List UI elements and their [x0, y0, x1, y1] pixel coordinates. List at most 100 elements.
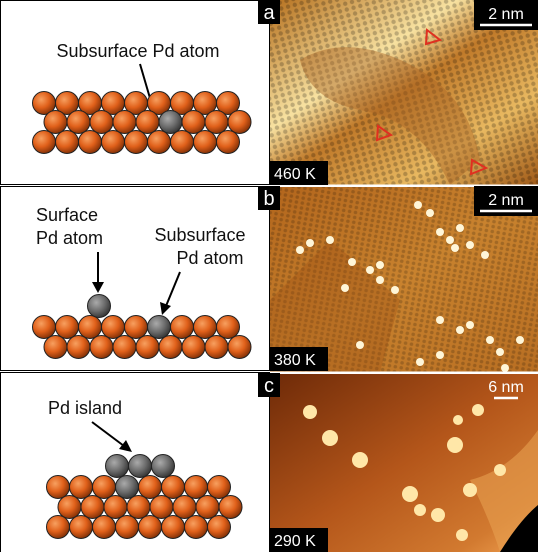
cu-atom [219, 496, 242, 519]
pd-cluster [436, 351, 444, 359]
panel-label: c [264, 375, 274, 397]
cu-atom [33, 131, 56, 154]
scale-bar-label: 6 nm [488, 379, 524, 396]
cu-atom [70, 476, 93, 499]
schematics: Subsurface Pd atom Surface Pd atom Subsu… [1, 1, 270, 553]
temperature: 380 K [274, 352, 316, 369]
pd-atom [116, 476, 139, 499]
pd-cluster [451, 244, 459, 252]
cu-atom [70, 516, 93, 539]
cu-atom [205, 111, 228, 134]
cu-atom [185, 476, 208, 499]
annotation: Pd atom [36, 228, 103, 248]
cu-atom [93, 516, 116, 539]
annotation: Pd atom [176, 248, 243, 268]
cu-atom [194, 131, 217, 154]
pd-cluster [322, 430, 338, 446]
pd-cluster [466, 321, 474, 329]
cu-atom [47, 476, 70, 499]
pd-cluster [466, 241, 474, 249]
pd-atom [88, 295, 111, 318]
cu-atom [139, 476, 162, 499]
panel-label: b [263, 188, 274, 210]
pd-cluster [463, 483, 477, 497]
pd-cluster [376, 261, 384, 269]
cu-atom [136, 336, 159, 359]
pd-cluster [447, 437, 463, 453]
cu-atom [104, 496, 127, 519]
cu-atom [217, 316, 240, 339]
cu-atom [208, 476, 231, 499]
cu-atom [182, 336, 205, 359]
cu-atom [185, 516, 208, 539]
pd-cluster [426, 209, 434, 217]
cu-atom [102, 316, 125, 339]
pd-cluster [494, 464, 506, 476]
scale-bar-label: 2 nm [488, 6, 524, 23]
pd-cluster [486, 336, 494, 344]
pd-cluster [303, 405, 317, 419]
cu-atom [150, 496, 173, 519]
pd-cluster [501, 364, 509, 372]
cu-atom [162, 476, 185, 499]
cu-atom [116, 516, 139, 539]
cu-atom [90, 336, 113, 359]
cu-atom [125, 131, 148, 154]
pd-cluster [352, 452, 368, 468]
cu-atom [113, 111, 136, 134]
temperature: 290 K [274, 533, 316, 550]
cu-atom [171, 316, 194, 339]
cu-atom [171, 131, 194, 154]
cu-atom [67, 111, 90, 134]
cu-atom [217, 131, 240, 154]
pd-cluster [446, 236, 454, 244]
pd-cluster [436, 228, 444, 236]
pd-cluster [516, 336, 524, 344]
cu-atom [139, 516, 162, 539]
cu-atom [44, 111, 67, 134]
pd-cluster [402, 486, 418, 502]
cu-atom [136, 111, 159, 134]
pd-cluster [456, 224, 464, 232]
cu-atom [173, 496, 196, 519]
pd-cluster [453, 415, 463, 425]
cu-atom [228, 336, 251, 359]
pd-cluster [414, 504, 426, 516]
pd-cluster [356, 341, 364, 349]
figure: Subsurface Pd atom Surface Pd atom Subsu… [0, 0, 538, 552]
pd-cluster [348, 258, 356, 266]
cu-atom [182, 111, 205, 134]
annotation: Pd island [48, 398, 122, 418]
annotation: Subsurface [154, 225, 245, 245]
pd-cluster [391, 286, 399, 294]
cu-atom [79, 131, 102, 154]
cu-atom [127, 496, 150, 519]
pd-cluster [496, 348, 504, 356]
pd-cluster [326, 236, 334, 244]
cu-atom [125, 316, 148, 339]
cu-atom [90, 111, 113, 134]
pd-cluster [416, 358, 424, 366]
pd-cluster [296, 246, 304, 254]
panel-label: a [263, 2, 275, 24]
cu-atom [205, 336, 228, 359]
cu-atom [93, 476, 116, 499]
pd-atom [148, 316, 171, 339]
scale-bar-label: 2 nm [488, 192, 524, 209]
pd-cluster [456, 529, 468, 541]
cu-atom [33, 316, 56, 339]
cu-atom [208, 516, 231, 539]
cu-atom [67, 336, 90, 359]
cu-atom [81, 496, 104, 519]
pd-cluster [431, 508, 445, 522]
cu-atom [79, 316, 102, 339]
annotation: Surface [36, 205, 98, 225]
cu-atom [56, 316, 79, 339]
cu-atom [194, 316, 217, 339]
pd-atom [159, 111, 182, 134]
pd-cluster [376, 276, 384, 284]
pd-cluster [481, 251, 489, 259]
cu-atom [58, 496, 81, 519]
pd-atom [129, 455, 152, 478]
